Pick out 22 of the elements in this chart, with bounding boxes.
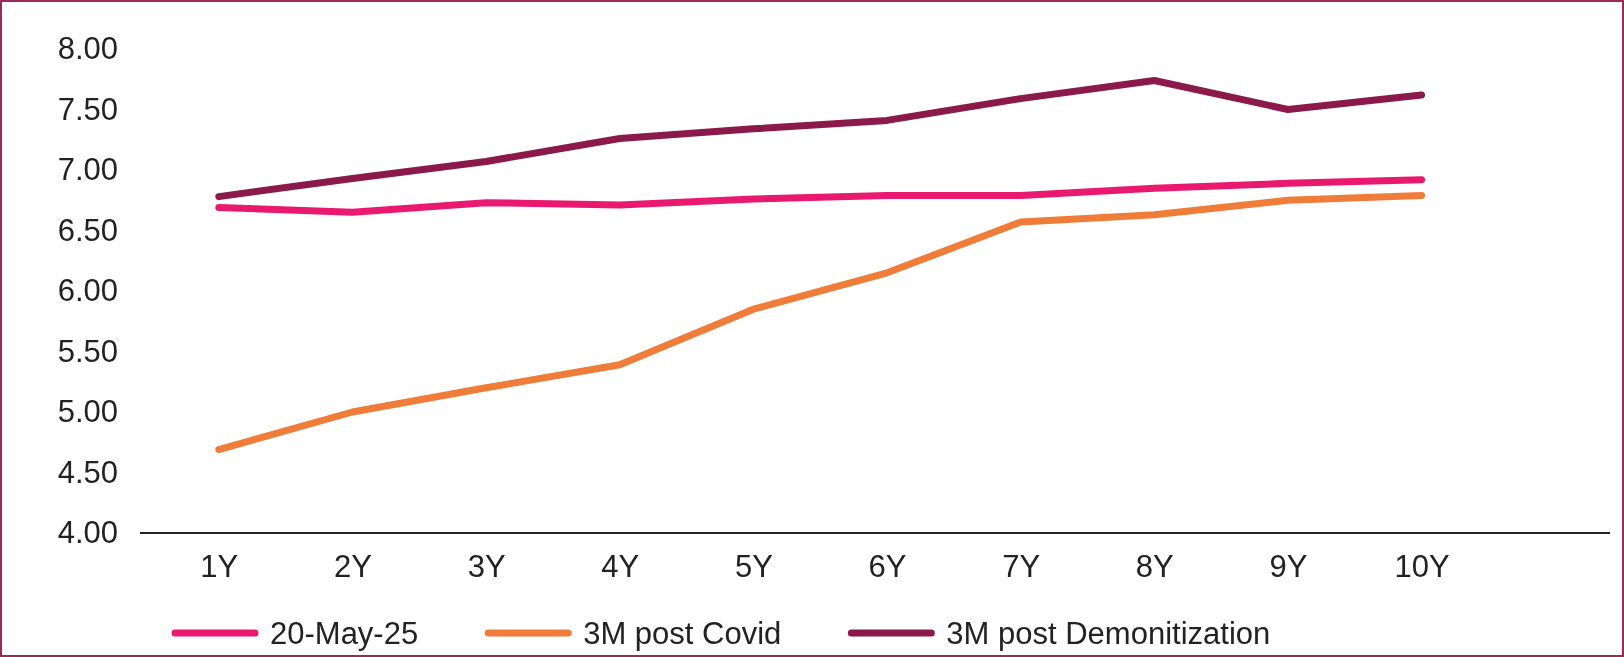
x-tick-label: 10Y: [1394, 549, 1450, 585]
x-tick-label: 8Y: [1135, 549, 1174, 585]
y-tick-label: 7.50: [57, 91, 118, 127]
y-tick-label: 5.50: [57, 333, 118, 369]
legend-label: 3M post Demonitization: [946, 616, 1271, 651]
x-tick-label: 2Y: [333, 549, 372, 585]
y-tick-label: 4.50: [57, 454, 118, 490]
y-tick-label: 6.50: [57, 212, 118, 248]
legend-label: 20-May-25: [270, 616, 419, 651]
x-tick-label: 9Y: [1269, 549, 1308, 585]
x-tick-label: 6Y: [868, 549, 907, 585]
x-tick-label: 4Y: [601, 549, 640, 585]
x-tick-label: 7Y: [1002, 549, 1041, 585]
y-tick-label: 5.00: [57, 394, 118, 430]
x-tick-label: 1Y: [200, 549, 239, 585]
y-tick-label: 6.00: [57, 273, 118, 309]
y-tick-label: 4.00: [57, 515, 118, 551]
y-tick-label: 7.00: [57, 152, 118, 188]
x-tick-label: 5Y: [734, 549, 773, 585]
x-tick-label: 3Y: [467, 549, 506, 585]
legend-label: 3M post Covid: [583, 616, 782, 651]
y-tick-label: 8.00: [57, 31, 118, 67]
